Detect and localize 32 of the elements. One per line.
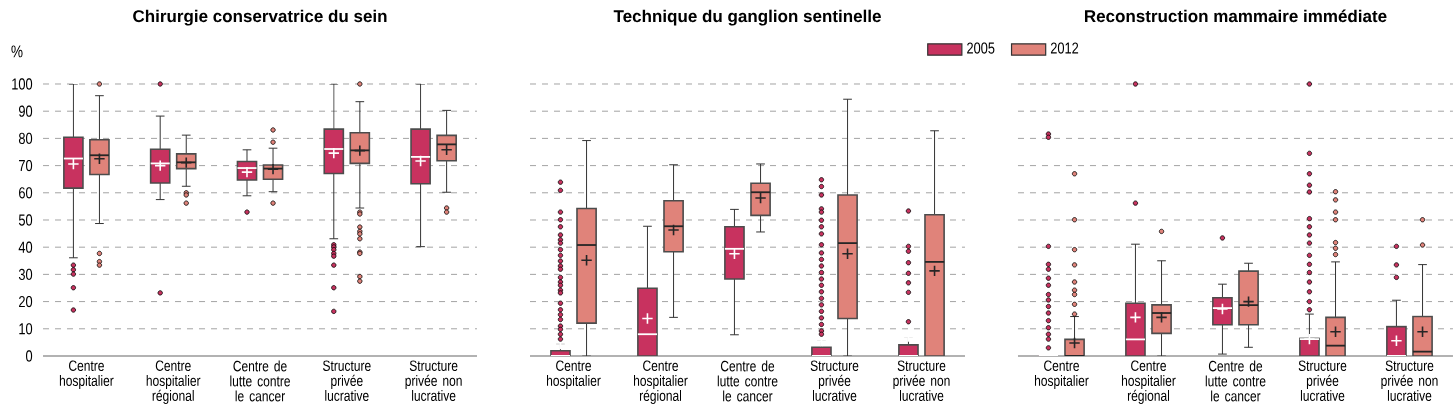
- chart-title: Technique du ganglion sentinelle: [613, 9, 881, 26]
- x-tick-label: Structure privée lucrative: [323, 360, 371, 402]
- y-tick-label: 50: [18, 214, 33, 226]
- y-tick-label: 60: [19, 187, 33, 199]
- legend-label: 2005: [967, 42, 995, 54]
- x-tick-label: Structure privée non lucrative: [1381, 360, 1438, 402]
- y-tick-label: 100: [12, 78, 33, 90]
- x-tick-label: Centre de lutte contre le cancer: [717, 360, 778, 402]
- x-tick-label: Structure privée non lucrative: [893, 360, 950, 402]
- y-tick-label: 40: [18, 241, 33, 253]
- x-tick-label: Structure privée lucrative: [810, 360, 859, 402]
- y-tick-label: 30: [18, 268, 33, 281]
- x-tick-label: Centre hospitalier: [547, 360, 601, 389]
- x-tick-label: Centre hospitalier régional: [634, 360, 688, 404]
- x-tick-label: Centre hospitalier régional: [146, 360, 201, 404]
- y-tick-label: 90: [18, 105, 33, 117]
- y-tick-label: 70: [19, 159, 33, 172]
- x-tick-label: Centre hospitalier régional: [1121, 360, 1176, 404]
- y-axis-title: %: [11, 45, 23, 58]
- x-tick-label: Centre hospitalier: [59, 360, 114, 389]
- y-tick-label: 10: [19, 323, 33, 335]
- x-tick-label: Structure privée lucrative: [1298, 360, 1347, 402]
- y-tick-label: 20: [19, 295, 33, 308]
- chart-title: Reconstruction mammaire immédiate: [1084, 9, 1387, 23]
- x-tick-label: Centre de lutte contre le cancer: [1205, 360, 1266, 402]
- x-tick-label: Structure privée non lucrative: [405, 360, 462, 402]
- legend-label: 2012: [1050, 42, 1079, 54]
- chart-title: Chirurgie conservatrice du sein: [133, 9, 387, 26]
- x-tick-label: Centre hospitalier: [1034, 360, 1089, 389]
- x-tick-label: Centre de lutte contre le cancer: [230, 360, 290, 402]
- y-tick-label: 0: [26, 350, 33, 362]
- y-tick-label: 80: [18, 132, 33, 145]
